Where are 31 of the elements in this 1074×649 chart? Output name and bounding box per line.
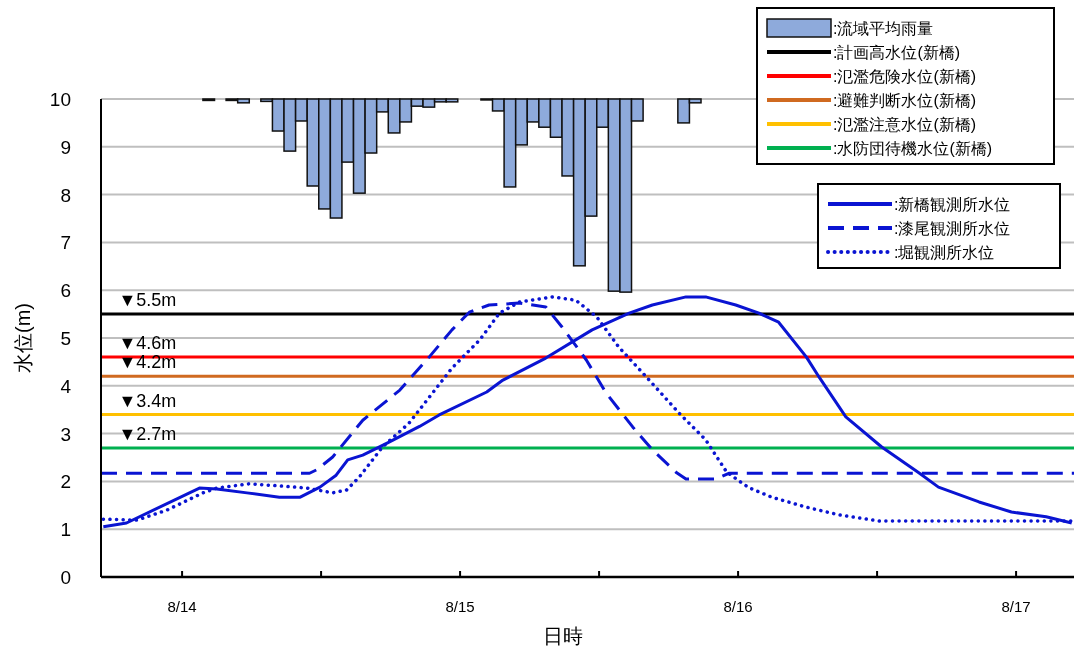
y-tick-label: 9 xyxy=(60,136,71,158)
x-tick-label: 8/15 xyxy=(445,598,475,615)
annotation: ▼4.6m xyxy=(118,333,177,354)
legend-label: :避難判断水位(新橋) xyxy=(833,92,977,109)
annotation: ▼2.7m xyxy=(118,423,177,444)
annotation: ▼3.4m xyxy=(118,390,177,411)
x-tick-label: 8/14 xyxy=(167,598,197,615)
y-tick-label: 3 xyxy=(60,423,71,445)
y-tick-label: 2 xyxy=(60,471,71,493)
y-tick-label: 1 xyxy=(60,519,71,541)
legend-label: :堀観測所水位 xyxy=(894,244,995,261)
y-tick-label: 0 xyxy=(60,567,71,588)
legend-label: :漆尾観測所水位 xyxy=(894,220,1011,237)
legend-label: :氾濫注意水位(新橋) xyxy=(833,116,977,133)
annotation: ▼4.2m xyxy=(118,352,177,373)
y-tick-label: 10 xyxy=(49,89,71,110)
x-axis-title: 日時 xyxy=(542,625,583,647)
legend-label: :新橋観測所水位 xyxy=(894,196,1011,213)
y-tick-label: 5 xyxy=(60,328,71,349)
y-tick-label: 7 xyxy=(60,232,71,254)
legend-label: :計画高水位(新橋) xyxy=(833,44,961,61)
y-axis-title: 水位(m) xyxy=(12,303,34,373)
legend-label: :流域平均雨量 xyxy=(833,20,934,37)
y-tick-label: 8 xyxy=(60,184,71,206)
x-tick-label: 8/16 xyxy=(723,598,753,615)
legend-label: :氾濫危険水位(新橋) xyxy=(833,68,977,85)
legend-label: :水防団待機水位(新橋) xyxy=(833,140,993,157)
y-tick-label: 4 xyxy=(60,375,72,397)
annotation: ▼5.5m xyxy=(118,290,177,311)
y-tick-label: 6 xyxy=(60,280,71,302)
x-tick-label: 8/17 xyxy=(1001,598,1031,615)
